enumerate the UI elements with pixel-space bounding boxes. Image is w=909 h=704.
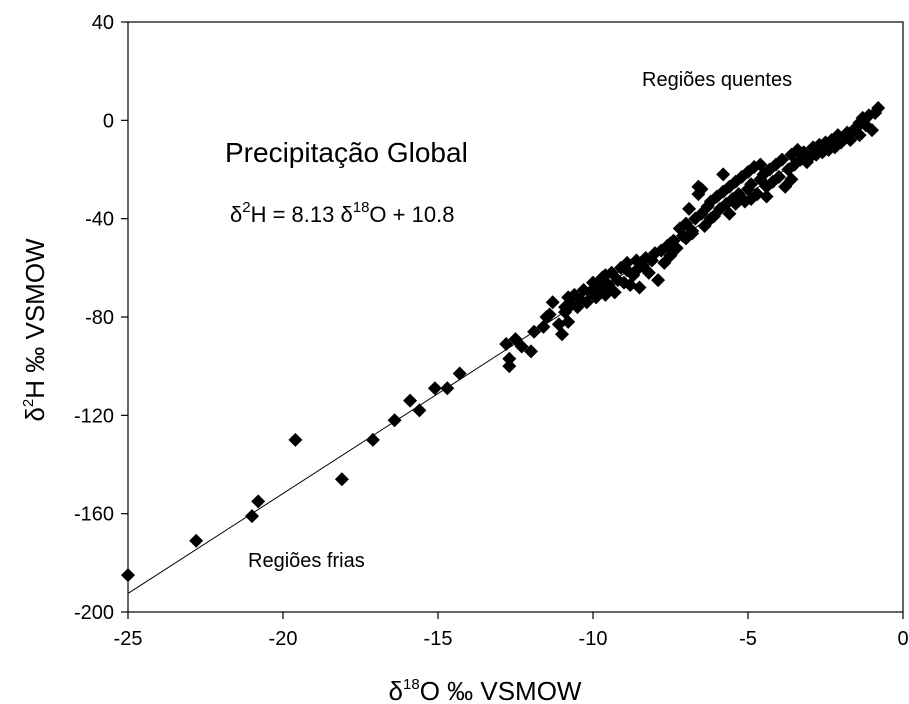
data-point [589,278,604,293]
y-tick-label: -200 [74,602,114,624]
y-tick-label: 40 [92,12,114,34]
data-point [334,472,349,487]
data-point [852,128,867,143]
data-point [365,432,380,447]
data-point [440,381,455,396]
data-point [744,177,759,192]
data-point [871,101,886,116]
data-point [620,255,635,270]
y-tick-label: 0 [103,110,114,132]
data-point [722,206,737,221]
x-tick-label: -5 [739,628,757,650]
data-point [555,327,569,342]
data-point [387,413,402,428]
data-point [663,236,678,251]
data-point [251,494,266,509]
tick-labels: -25 -20 -15 -10 -5 0 -200 -160 -120 -80 -40 0 40 [74,12,909,650]
data-point [728,196,743,211]
data-point [759,189,774,204]
data-point [784,172,799,187]
data-point [772,169,786,184]
data-point [620,263,635,278]
data-point [685,226,700,241]
data-point [527,324,542,339]
data-point [598,268,613,283]
data-point [753,157,768,172]
data-point [827,140,842,155]
data-point [632,280,647,295]
data-point [502,351,517,366]
data-point [452,366,467,381]
x-tick-label: -20 [269,628,298,650]
axes [121,21,904,619]
data-point [558,300,573,315]
data-point [852,115,867,130]
data-point [427,381,442,396]
y-axis-title: δ2H ‰ VSMOW [20,238,50,422]
x-tick-label: -10 [579,628,608,650]
data-point [499,337,514,352]
data-point [524,344,538,359]
data-point [561,314,576,329]
y-tick-label: -120 [74,405,114,427]
data-point [775,152,790,167]
data-point [716,167,731,182]
data-point [691,179,706,194]
annotation-cold-regions: Regiões frias [248,550,365,572]
data-point [651,273,666,288]
data-point [799,155,814,170]
data-points [121,101,886,583]
x-axis-title: δ18O ‰ VSMOW [389,676,582,704]
data-point [514,339,529,354]
data-point [412,403,427,418]
data-point [539,310,554,324]
data-point [629,253,644,268]
data-point [502,359,517,374]
y-tick-label: -40 [85,209,114,231]
data-point [703,211,718,226]
x-tick-label: -25 [114,628,143,650]
data-point [865,123,879,138]
regression-equation: δ2H = 8.13 δ18O + 10.8 [230,199,454,227]
data-point [682,201,697,216]
data-point [744,192,759,206]
x-tick-label: -15 [424,628,453,650]
data-point [245,509,259,524]
x-tick-label: 0 [897,628,908,650]
data-point [121,568,135,583]
data-point [288,432,303,447]
annotation-warm-regions: Regiões quentes [642,69,792,91]
plot-frame [127,21,904,613]
y-tick-label: -160 [74,504,114,526]
data-point [545,295,560,310]
data-point [607,285,622,300]
data-point [403,393,418,408]
data-point [641,265,656,280]
data-point [657,255,672,270]
data-point [189,533,204,548]
chart-title: Precipitação Global [225,137,468,168]
y-tick-label: -80 [85,307,114,329]
